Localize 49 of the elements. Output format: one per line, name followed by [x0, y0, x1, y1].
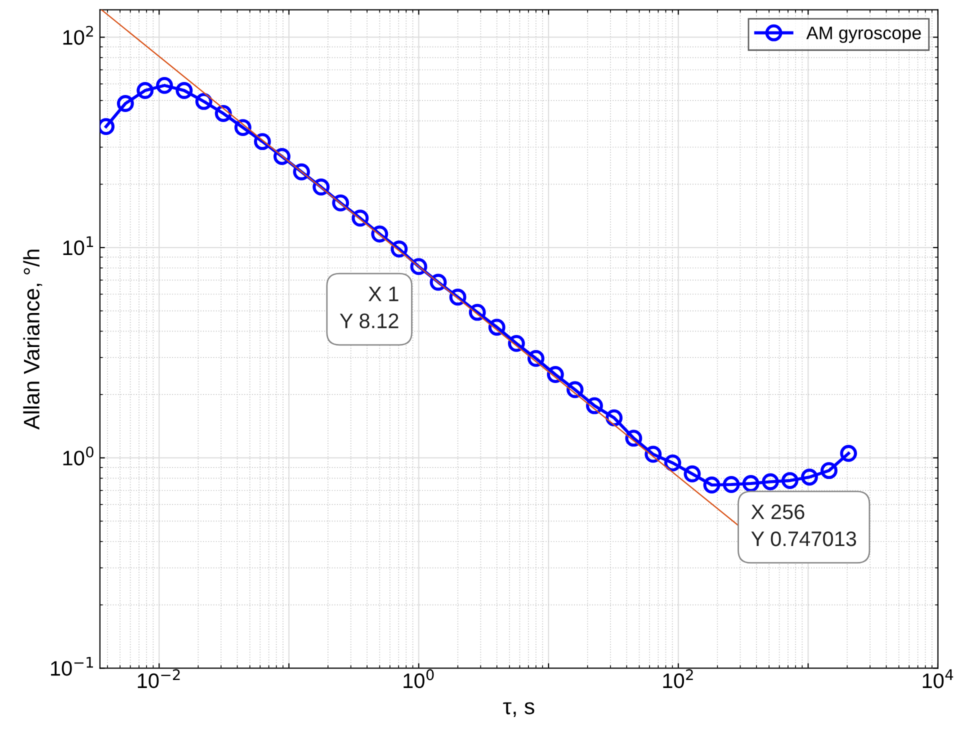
point [586, 397, 603, 414]
point [703, 476, 720, 494]
point [625, 430, 642, 447]
point [508, 334, 525, 352]
y-tick-label: 10$^{1}$ [63, 236, 94, 256]
point [820, 462, 838, 480]
x-tick-label: 10$^{−2}$ [138, 669, 180, 688]
point [800, 468, 818, 486]
point [254, 133, 271, 150]
point [468, 304, 486, 321]
legend-label: AM gyroscope [806, 26, 921, 43]
point [742, 475, 760, 492]
point [234, 119, 252, 136]
x-axis-title: τ, s [503, 702, 534, 717]
point [136, 82, 154, 99]
point [214, 104, 232, 122]
point [644, 446, 662, 463]
y-tick-label: 10$^{−1}$ [51, 656, 93, 676]
point [410, 258, 428, 276]
x-tick-label: 10$^{0}$ [404, 669, 434, 688]
point [664, 454, 682, 472]
y-tick-label: 10$^{0}$ [63, 446, 94, 466]
point [116, 95, 134, 112]
point [840, 444, 858, 462]
point [332, 194, 350, 212]
y-tick-label: 10$^{2}$ [63, 26, 93, 45]
annotation: X 256 Y 0.747013 [751, 504, 856, 546]
point [293, 163, 310, 180]
point [488, 318, 506, 336]
x-tick-label: 10$^{2}$ [663, 669, 693, 688]
point [352, 210, 369, 227]
point [430, 274, 447, 291]
point [176, 82, 193, 99]
point [274, 148, 290, 165]
x-tick-label: 10$^{4}$ [922, 669, 954, 688]
point [390, 240, 408, 258]
point [722, 476, 740, 493]
point [527, 350, 544, 367]
point [684, 465, 701, 482]
annotation: X 1 Y 8.12 [340, 286, 398, 328]
point [566, 381, 584, 398]
point [312, 178, 330, 196]
point [449, 288, 466, 306]
point [156, 76, 173, 94]
point [762, 473, 779, 490]
point [781, 472, 798, 490]
point [546, 366, 564, 384]
point [371, 226, 388, 242]
y-axis-title: Allan Variance, °/h [23, 250, 42, 430]
